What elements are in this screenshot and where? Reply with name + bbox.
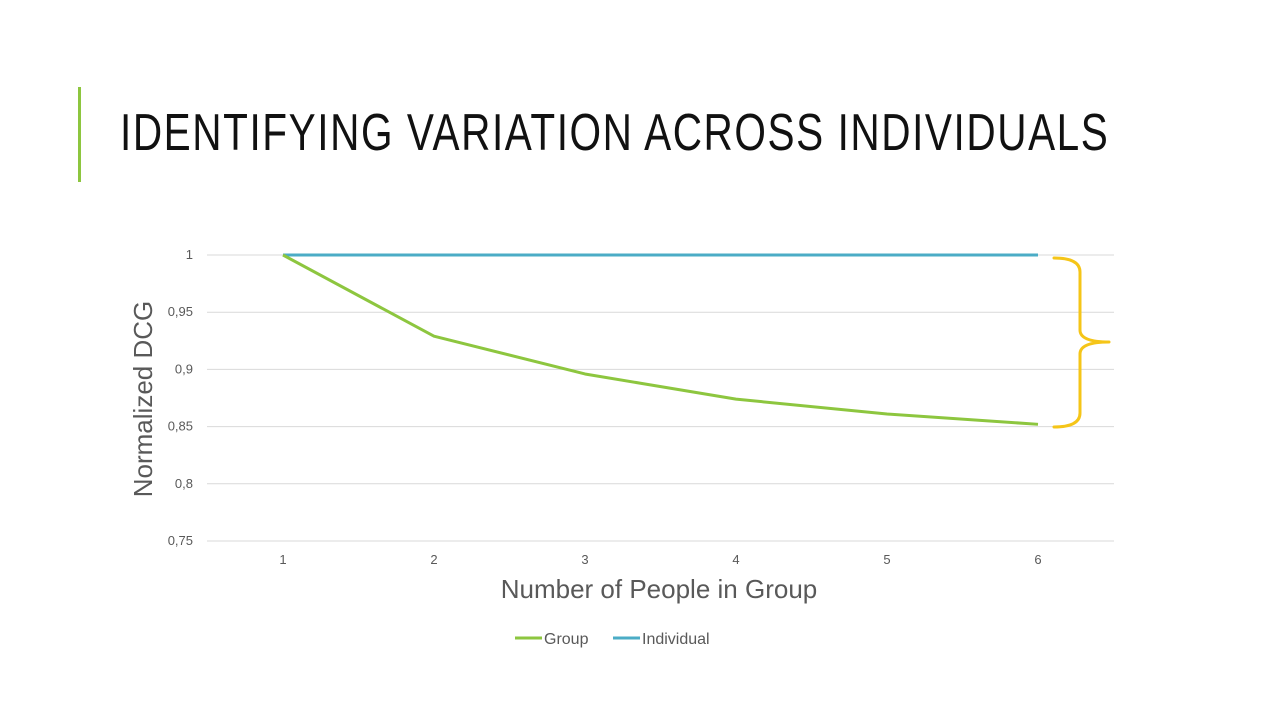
x-tick-label: 5 [883,552,890,567]
legend-label-group: Group [544,631,589,648]
x-tick-label: 1 [279,552,286,567]
slide-title: IDENTIFYING VARIATION ACROSS INDIVIDUALS [120,104,1110,162]
y-axis-title: Normalized DCG [128,301,158,498]
x-axis-tick-labels: 1 2 3 4 5 6 [279,552,1041,567]
title-accent-bar [78,87,81,182]
x-tick-label: 6 [1034,552,1041,567]
y-tick-label: 0,75 [168,533,193,548]
series-line-group [282,253,1039,426]
y-tick-label: 0,95 [168,304,193,319]
y-tick-label: 0,9 [175,361,193,376]
x-axis-title: Number of People in Group [501,574,818,604]
x-tick-label: 3 [581,552,588,567]
chart-gridlines [207,254,1114,542]
chart-series [282,253,1039,426]
y-axis-tick-labels: 0,75 0,8 0,85 0,9 0,95 1 [168,247,193,548]
y-tick-label: 1 [186,247,193,262]
variation-brace [1052,256,1111,429]
legend-label-individual: Individual [642,631,710,648]
y-tick-label: 0,8 [175,476,193,491]
chart-legend: Group Individual [515,631,710,648]
x-tick-label: 4 [732,552,739,567]
y-tick-label: 0,85 [168,419,193,434]
x-tick-label: 2 [430,552,437,567]
